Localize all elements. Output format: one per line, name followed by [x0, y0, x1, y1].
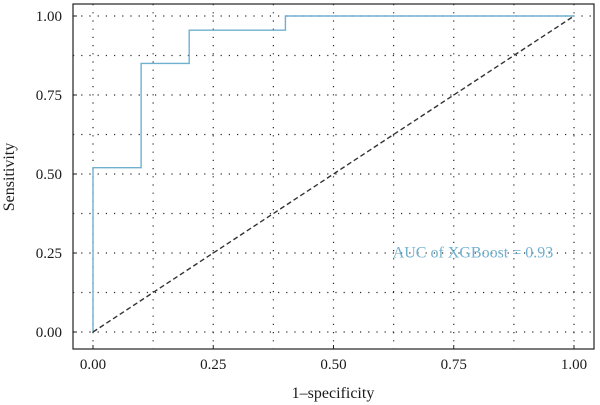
auc-annotation: AUC of XGBoost = 0.93 — [393, 244, 554, 261]
y-tick-label: 0.00 — [36, 325, 62, 341]
x-tick-label: 1.00 — [561, 357, 587, 373]
y-tick-label: 0.25 — [36, 246, 62, 262]
y-tick-label: 0.50 — [36, 167, 62, 183]
series-layer — [92, 15, 575, 333]
y-axis-title: Sensitivity — [1, 143, 18, 211]
x-tick-label: 0.50 — [320, 357, 346, 373]
x-tick-label: 0.25 — [200, 357, 226, 373]
y-tick-label: 0.75 — [36, 88, 62, 104]
axis-ticks — [73, 15, 575, 349]
y-tick-label: 1.00 — [36, 9, 62, 25]
grid-lines — [73, 4, 594, 349]
x-axis-title: 1–specificity — [292, 385, 375, 402]
x-tick-label: 0.75 — [441, 357, 467, 373]
annotations: AUC of XGBoost = 0.93 — [393, 244, 554, 261]
x-tick-label: 0.00 — [80, 357, 106, 373]
roc-curve-line — [92, 15, 574, 332]
tick-labels: 0.00 0.25 0.50 0.75 1.00 0.00 0.25 0.50 0.75 1.00 — [36, 9, 587, 373]
